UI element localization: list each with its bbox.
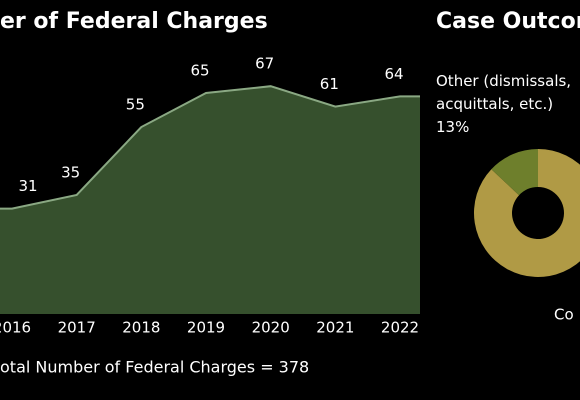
x-tick-label: 2021: [316, 319, 354, 337]
value-label: 67: [255, 55, 274, 73]
x-tick-label: 2019: [187, 319, 225, 337]
donut-slice: [474, 149, 580, 277]
slice-label: Co: [554, 306, 574, 324]
donut-slice: [491, 149, 538, 196]
x-tick-label: 2022: [381, 319, 419, 337]
x-tick-label: 2020: [252, 319, 290, 337]
x-tick-label: 2017: [58, 319, 96, 337]
value-label: 61: [320, 75, 339, 93]
legend-label: Other (dismissals, acquittals, etc.): [436, 72, 572, 113]
area: [0, 86, 420, 314]
value-label: 64: [384, 65, 403, 83]
chart-title: Case Outcom: [436, 9, 580, 34]
chart-title: er of Federal Charges: [0, 9, 268, 34]
legend: Other (dismissals, acquittals, etc.) 13%: [436, 70, 580, 139]
value-label: 65: [190, 62, 209, 80]
value-label: 13%: [436, 118, 470, 136]
value-label: 55: [126, 96, 145, 114]
value-label: 31: [18, 177, 37, 195]
x-tick-label: 2018: [122, 319, 160, 337]
line: [0, 85, 420, 210]
total-note: otal Number of Federal Charges = 378: [0, 358, 309, 377]
x-tick-label: 2016: [0, 319, 31, 337]
value-label: 35: [61, 164, 80, 182]
